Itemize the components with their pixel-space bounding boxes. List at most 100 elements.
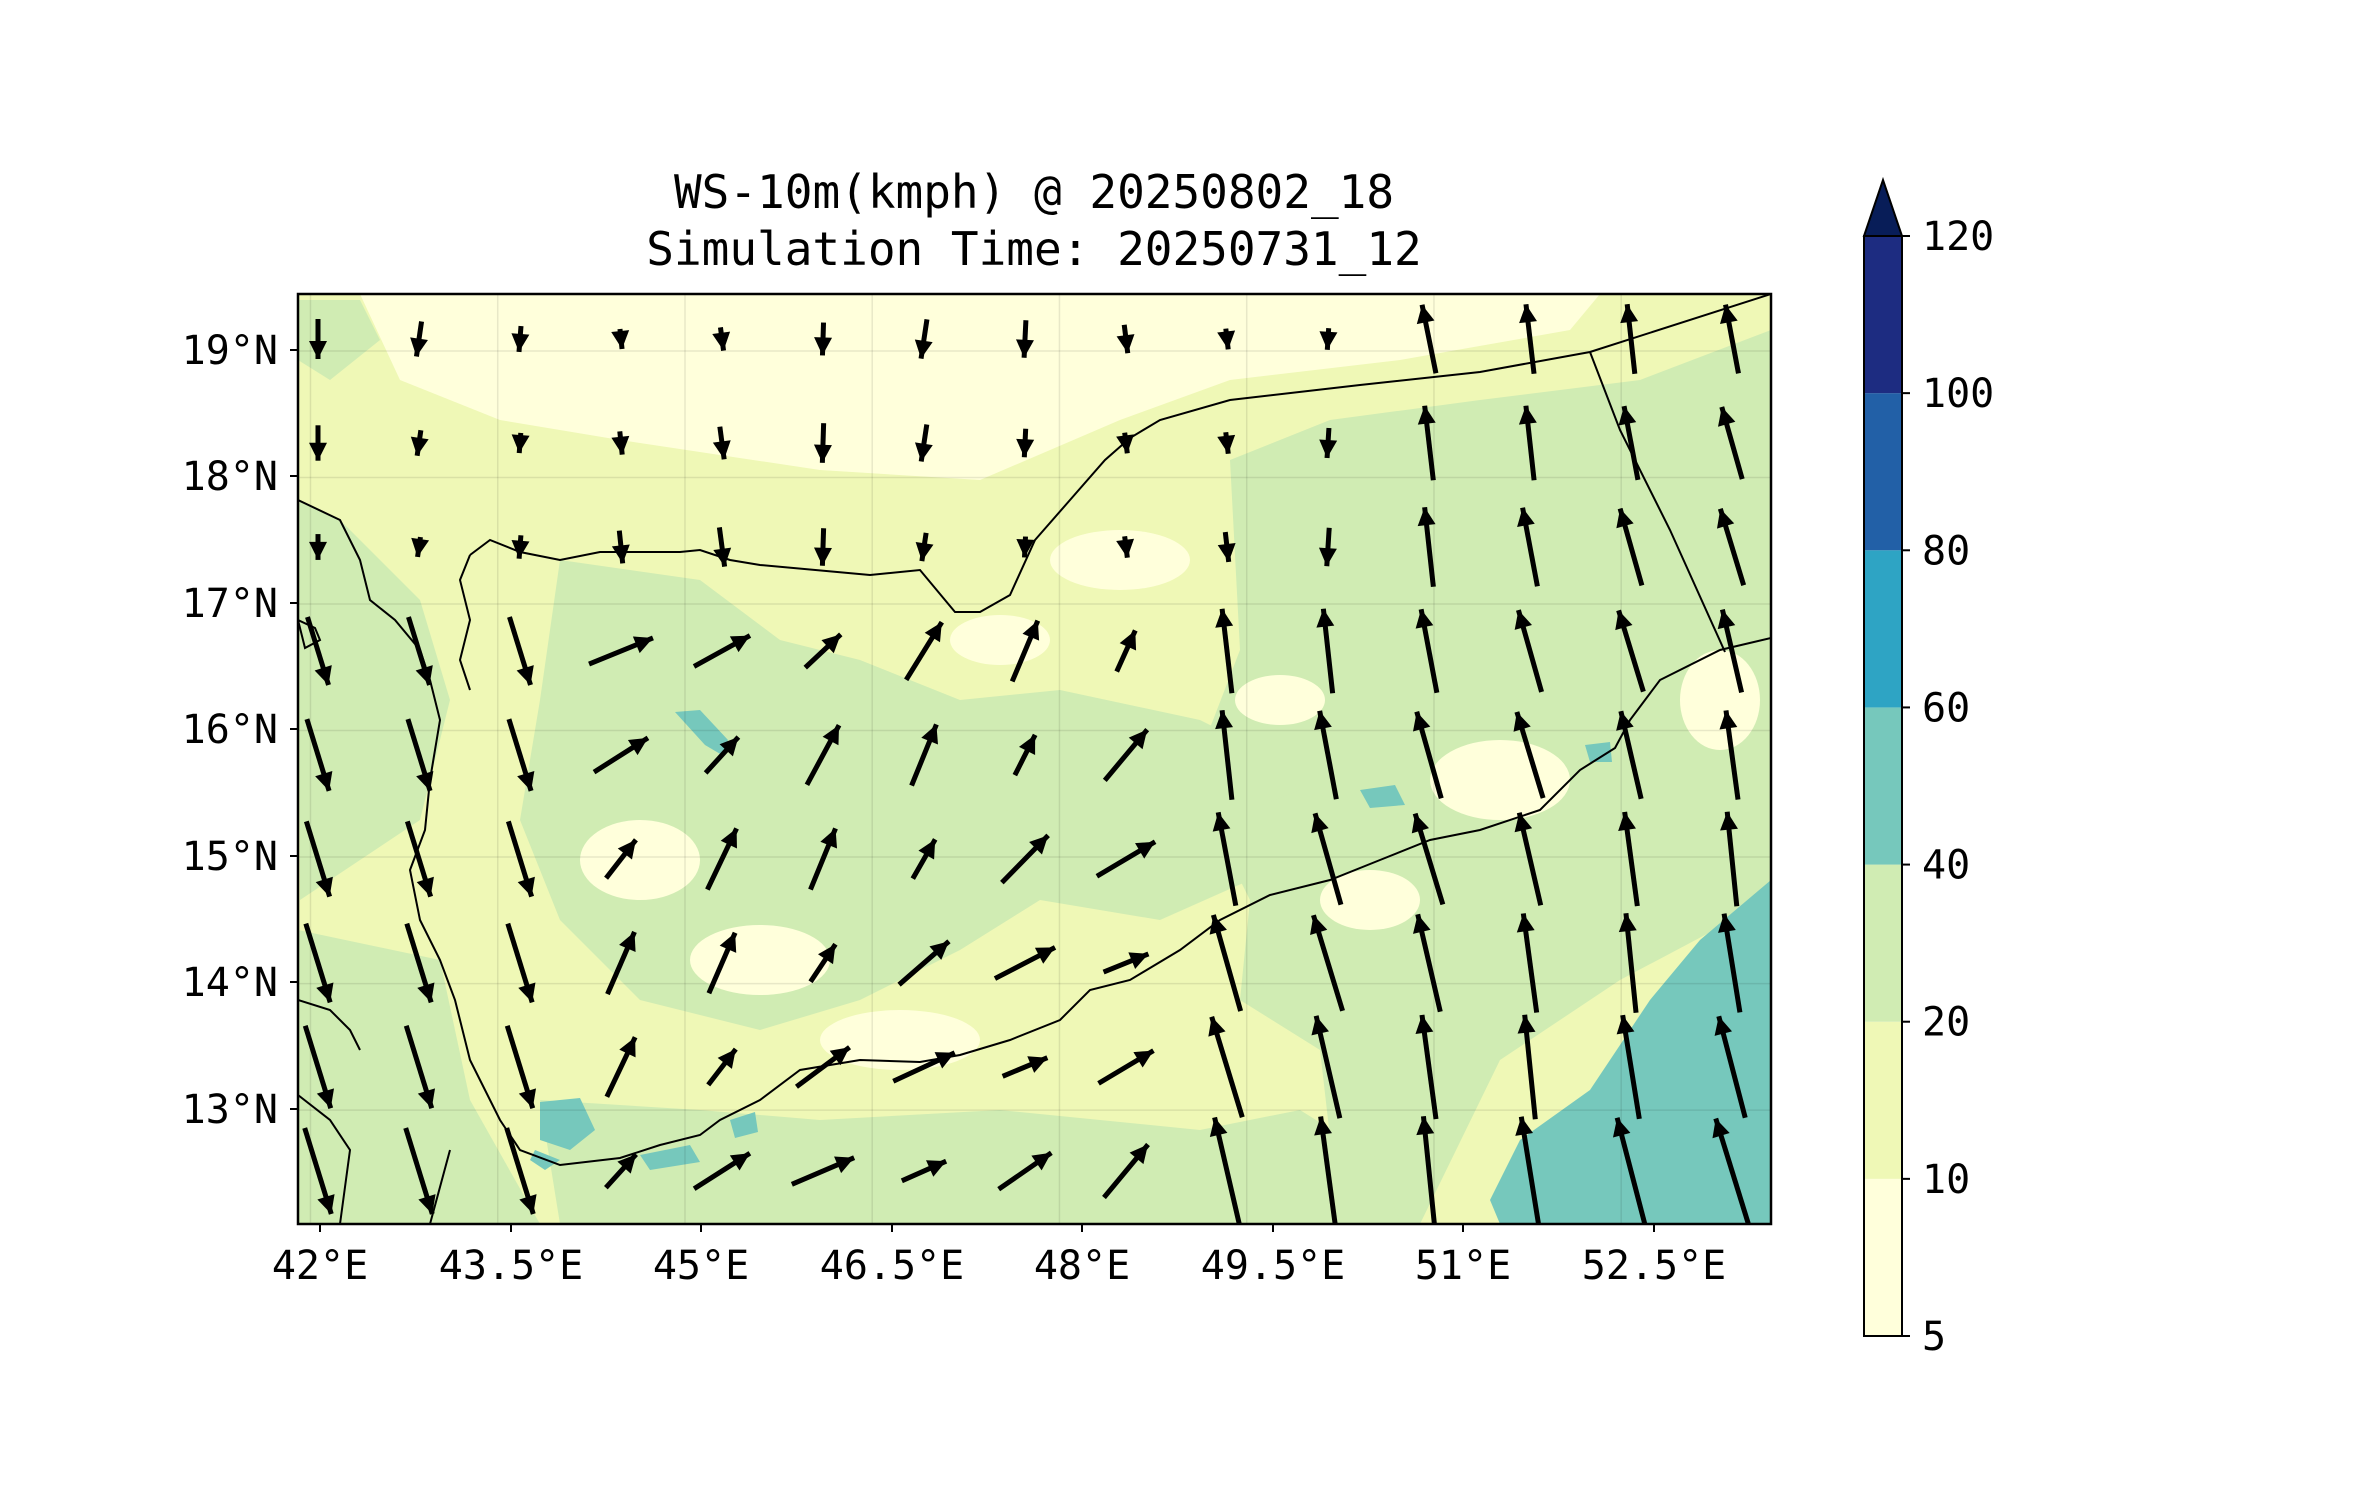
colorbar-segment — [1864, 1021, 1902, 1179]
wind-vector-head — [1412, 711, 1431, 732]
wind-vector-head — [1318, 547, 1337, 567]
wind-vector-head — [1034, 947, 1056, 964]
wind-vector-head — [619, 1037, 636, 1058]
wind-vector-head — [1719, 710, 1738, 730]
wind-vector-head — [822, 725, 840, 746]
colorbar-segment — [1864, 864, 1902, 1022]
wind-vector-head — [517, 876, 535, 897]
wind-vector-head — [924, 622, 942, 643]
wind-vector-head — [717, 1049, 736, 1069]
map-title-line2: Simulation Time: 20250731_12 — [646, 222, 1421, 276]
wind-vector-head — [316, 982, 334, 1003]
wind-vector-head — [415, 665, 433, 686]
y-tick-label: 13°N — [182, 1087, 278, 1133]
wind-vector-head — [1514, 812, 1533, 833]
colorbar-segment — [1864, 393, 1902, 551]
map-panel: 42°E 43.5°E 45°E 46.5°E 48°E 49.5°E 51°E… — [182, 292, 1773, 1289]
wind-vector-head — [1319, 331, 1338, 350]
colorbar-segment — [1864, 236, 1902, 394]
wind-vector-head — [1031, 1152, 1052, 1171]
wind-vector-head — [617, 839, 636, 860]
colorbar-segments — [1864, 236, 1902, 1336]
wind-vector-head — [316, 1088, 335, 1109]
wind-vector-head — [410, 436, 429, 456]
y-tick-label: 17°N — [182, 581, 278, 627]
wind-vector-head — [926, 1160, 947, 1177]
wind-vector-head — [1517, 1014, 1536, 1034]
wind-vector-head — [1128, 729, 1148, 750]
wind-vector-head — [611, 330, 630, 349]
wind-vector-head — [713, 547, 732, 567]
wind-vector-head — [1314, 710, 1332, 731]
y-tick-label: 16°N — [182, 707, 278, 753]
wind-vector-head — [417, 1088, 436, 1109]
wind-vector-head — [1217, 330, 1236, 350]
wind-vector-head — [315, 876, 333, 897]
map-frame — [296, 292, 1773, 1226]
wind-vector-head — [929, 941, 949, 960]
wind-vector-layer — [302, 303, 1751, 1224]
wind-vector-head — [829, 1047, 850, 1066]
wind-vector-head — [516, 665, 534, 686]
wind-vector-head — [1618, 406, 1637, 426]
wind-vector-head — [1135, 841, 1156, 859]
wind-vector-shaft — [1518, 1116, 1542, 1224]
wind-vector-head — [1116, 334, 1135, 354]
colorbar-tick-label: 10 — [1922, 1157, 1970, 1203]
wind-vector-head — [1209, 1117, 1228, 1137]
wind-vector-head — [818, 944, 836, 965]
wind-vector-head — [712, 440, 731, 460]
wind-vector-head — [914, 442, 933, 462]
x-tick-label: 49.5°E — [1201, 1243, 1346, 1289]
wind-vector-head — [934, 1052, 955, 1069]
wind-vector-head — [719, 932, 737, 953]
colorbar: 5 10 20 40 60 80 100 120 — [1862, 176, 1994, 1360]
wind-vector-head — [821, 634, 841, 654]
wind-vector-head — [1015, 339, 1034, 358]
colorbar-tick-label: 120 — [1922, 214, 1994, 260]
colorbar-tick-label: 100 — [1922, 371, 1994, 417]
wind-vector-shaft — [1318, 1116, 1338, 1224]
colorbar-tick-label: 20 — [1922, 1000, 1970, 1046]
colorbar-tick-label: 40 — [1922, 843, 1970, 889]
wind-vector-head — [1116, 434, 1134, 454]
colorbar-segment — [1864, 707, 1902, 865]
wind-vector-shaft — [1614, 1117, 1648, 1224]
coastlines-and-borders — [298, 294, 1771, 1224]
wind-vector-head — [619, 931, 636, 953]
wind-vector-head — [1618, 913, 1637, 933]
wind-vector-head — [1208, 1016, 1226, 1037]
wind-vector-head — [1215, 710, 1234, 730]
wind-vector-head — [1513, 711, 1531, 732]
wind-vector-head — [813, 547, 832, 566]
wind-vector-head — [1212, 812, 1231, 832]
colorbar-tick-label: 60 — [1922, 685, 1970, 731]
wind-vector-head — [309, 541, 327, 560]
x-tick-label: 45°E — [653, 1243, 749, 1289]
wind-vector-head — [1514, 610, 1532, 630]
wind-vector-head — [1618, 811, 1636, 831]
wind-vector-head — [1712, 1118, 1730, 1139]
wind-vector-head — [315, 770, 333, 791]
map-gridlines — [298, 294, 1771, 1224]
wind-vector-head — [1316, 608, 1335, 628]
wind-vector-head — [416, 876, 434, 897]
wind-vector-head — [1129, 1144, 1149, 1165]
wind-vector-head — [519, 1194, 537, 1214]
wind-vector-head — [1720, 304, 1738, 324]
wind-vector-shaft — [1420, 1116, 1437, 1224]
wind-vector-head — [1128, 952, 1149, 970]
wind-vector-head — [1019, 734, 1036, 755]
colorbar-segment — [1864, 1178, 1902, 1336]
x-tick-label: 46.5°E — [820, 1243, 965, 1289]
wind-vector-head — [317, 1194, 335, 1214]
wind-vector-head — [1416, 304, 1435, 325]
wind-vector-head — [627, 737, 648, 756]
colorbar-tick-label: 80 — [1922, 528, 1970, 574]
wind-vector-head — [813, 444, 832, 463]
wind-vector-head — [309, 341, 327, 359]
wind-vector-head — [921, 724, 938, 745]
wind-vector-head — [1413, 914, 1431, 934]
wind-vector-head — [1416, 1116, 1435, 1136]
wind-vector-head — [729, 1153, 750, 1171]
